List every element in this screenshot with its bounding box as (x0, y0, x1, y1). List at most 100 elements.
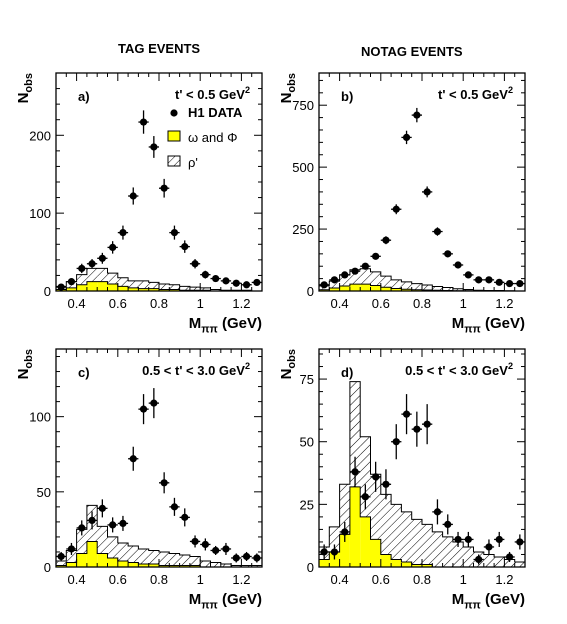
rho-prime-bar (117, 277, 129, 287)
data-point (413, 111, 421, 119)
rho-prime-bar (432, 286, 443, 291)
data-point (67, 278, 76, 286)
data-point (78, 524, 86, 532)
x-axis-label: Mππ (GeV) (452, 591, 525, 612)
y-tick-label: 200 (29, 128, 51, 143)
x-tick-label: 0.4 (68, 572, 86, 587)
data-point (242, 281, 251, 289)
y-tick-label: 100 (29, 206, 51, 221)
y-axis-label: Nobs (278, 73, 298, 103)
omega-phi-bar (391, 559, 402, 567)
x-tick-label: 1.2 (232, 572, 250, 587)
data-point (320, 281, 328, 289)
rho-prime-bar (370, 271, 381, 286)
data-point (201, 271, 209, 279)
y-tick-label: 0 (44, 284, 51, 299)
x-tick-label: 0.8 (413, 572, 431, 587)
rho-prime-bar (463, 289, 474, 291)
rho-prime-bar (86, 268, 98, 282)
omega-phi-bar (411, 564, 422, 567)
omega-phi-bar (339, 534, 350, 567)
x-axis-label: Mππ (GeV) (452, 315, 525, 336)
y-tick-label: 50 (300, 435, 314, 450)
x-tick-label: 1.2 (495, 296, 513, 311)
cut-label: t' < 0.5 GeV2 (175, 85, 250, 102)
data-point (232, 554, 240, 562)
data-point (382, 480, 390, 488)
rho-prime-bar (241, 565, 252, 567)
rho-prime-bar (442, 287, 453, 291)
omega-phi-bar (422, 564, 433, 567)
rho-prime-bar (380, 494, 392, 555)
cut-label: t' < 0.5 GeV2 (438, 85, 513, 102)
data-point (181, 243, 189, 251)
y-axis-label: Nobs (278, 349, 298, 379)
omega-phi-bar (76, 553, 87, 567)
data-point (119, 519, 127, 528)
data-point (475, 555, 483, 564)
data-point (88, 516, 96, 524)
rho-prime-bar (432, 531, 443, 567)
x-tick-label: 1 (460, 572, 467, 587)
x-tick-label: 1.2 (495, 572, 513, 587)
chart-panel-b: 0.4 0.6 0.8 1 1.2 0 250 500 750 Mππ (GeV) Nobs b) t'… (278, 72, 526, 336)
data-point (423, 420, 431, 428)
x-tick-label: 1.2 (232, 296, 250, 311)
omega-phi-bar (339, 286, 350, 291)
x-tick-label: 0.8 (150, 296, 168, 311)
omega-phi-bar (401, 289, 412, 291)
data-point (505, 279, 514, 288)
data-point (382, 236, 390, 244)
panel-label: c) (78, 365, 90, 380)
x-tick-label: 0.6 (109, 296, 127, 311)
omega-phi-bar (169, 565, 180, 567)
omega-phi-bar (56, 565, 67, 567)
data-point (361, 493, 369, 501)
data-point (201, 540, 209, 549)
rho-prime-bar (107, 273, 118, 284)
data-point (222, 545, 230, 553)
panel-label: a) (78, 89, 90, 104)
rho-prime-bar (56, 560, 67, 566)
data-point (212, 274, 220, 283)
y-tick-label: 0 (307, 284, 314, 299)
omega-phi-bar (66, 562, 77, 567)
rho-prime-bar (169, 553, 180, 566)
data-point (495, 535, 503, 544)
rho-prime-bar (107, 536, 118, 558)
data-point (150, 399, 158, 407)
legend-label-omega: ω and Φ (188, 130, 237, 145)
data-point (433, 227, 442, 236)
data-point (330, 276, 339, 284)
data-point (212, 546, 220, 555)
omega-phi-bar (329, 288, 340, 291)
rho-prime-bar (76, 529, 87, 554)
data-point (67, 545, 76, 553)
omega-phi-bar (391, 288, 402, 291)
rho-prime-bar (200, 560, 211, 567)
data-point (253, 278, 261, 287)
omega-phi-bar (138, 563, 149, 567)
omega-phi-bar (169, 289, 180, 291)
y-tick-label: 75 (300, 372, 314, 387)
legend-label-data: H1 DATA (188, 105, 243, 120)
rho-prime-bar (128, 280, 139, 288)
data-point (444, 520, 452, 529)
data-point (320, 548, 328, 556)
data-point (57, 283, 65, 291)
rho-prime-bar (66, 550, 77, 563)
data-point (191, 260, 199, 268)
y-tick-label: 100 (29, 410, 51, 425)
data-point (475, 276, 483, 284)
data-point (170, 503, 179, 511)
rho-prime-bar (329, 281, 340, 289)
rho-prime-bar (360, 268, 371, 285)
rho-prime-bar (251, 565, 262, 567)
omega-phi-bar (380, 554, 392, 567)
rho-prime-bar (231, 565, 242, 567)
x-tick-label: 0.8 (150, 572, 168, 587)
omega-phi-bar (370, 539, 381, 567)
rho-prime-bar (97, 268, 108, 282)
data-point (181, 513, 189, 521)
rho-prime-bar (179, 286, 190, 291)
